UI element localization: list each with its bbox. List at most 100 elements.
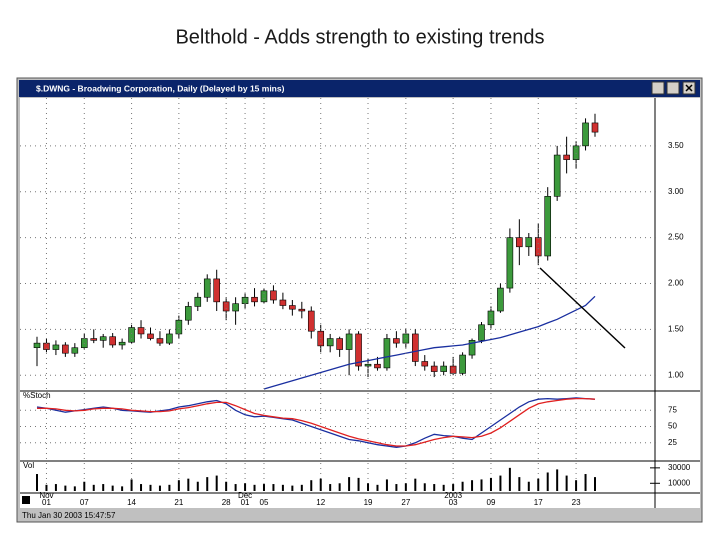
- volume-bar: [319, 478, 322, 491]
- candle-body: [563, 154, 570, 160]
- volume-bar: [168, 484, 171, 491]
- candle-body: [345, 333, 353, 350]
- candle-body: [279, 299, 287, 306]
- x-tick-label: 19: [364, 498, 373, 507]
- volume-bar: [565, 475, 568, 491]
- volume-bar: [158, 485, 161, 491]
- x-tick-label: 05: [260, 498, 269, 507]
- candle-body: [137, 327, 145, 335]
- candle-body: [553, 154, 561, 197]
- stoch-line: [36, 397, 596, 448]
- close-icon: [685, 84, 693, 92]
- volume-bar: [471, 480, 474, 491]
- x-tick-label: 17: [534, 498, 543, 507]
- candle-body: [99, 336, 107, 341]
- scroll-button[interactable]: [22, 496, 30, 504]
- candle-body: [544, 196, 552, 257]
- volume-bar: [45, 484, 48, 491]
- candle-body: [393, 338, 400, 344]
- y-tick-label: 3.50: [668, 141, 684, 150]
- panel-label: Vol: [23, 461, 34, 470]
- candle-body: [194, 296, 202, 307]
- candle-body: [307, 310, 315, 332]
- volume-bar: [489, 477, 492, 491]
- footer-timestamp: Thu Jan 30 2003 15:47:57: [22, 511, 116, 520]
- candle-body: [478, 324, 485, 341]
- x-tick-label: 07: [80, 498, 89, 507]
- candle-body: [459, 354, 466, 374]
- volume-bar: [376, 484, 379, 491]
- candle-body: [232, 303, 239, 312]
- x-tick-label: 14: [127, 498, 136, 507]
- y-tick-label: 50: [668, 422, 677, 431]
- volume-bar: [121, 486, 124, 491]
- volume-bar: [584, 474, 587, 491]
- volume-bar: [461, 481, 464, 491]
- volume-bar: [367, 483, 370, 491]
- candle-body: [383, 338, 391, 369]
- volume-bar: [281, 484, 284, 491]
- volume-bar: [518, 477, 521, 491]
- candle-body: [213, 278, 220, 303]
- volume-bar: [206, 477, 209, 491]
- volume-bar: [36, 474, 38, 491]
- candle-body: [412, 333, 419, 362]
- candle-body: [525, 237, 533, 248]
- candle-body: [166, 333, 173, 344]
- volume-bar: [310, 480, 313, 491]
- candle-body: [222, 301, 230, 312]
- window-title: $.DWNG - Broadwing Corporation, Daily (D…: [36, 83, 285, 93]
- volume-bar: [452, 484, 455, 491]
- volume-bar: [537, 478, 540, 491]
- x-tick-label: 21: [174, 498, 183, 507]
- period-label: 2003: [444, 491, 462, 500]
- candle-body: [175, 319, 183, 335]
- volume-bar: [385, 479, 388, 491]
- volume-bar: [442, 484, 445, 491]
- volume-bar: [234, 484, 237, 491]
- volume-bar: [404, 483, 407, 491]
- candle-body: [109, 336, 116, 346]
- candle-body: [572, 145, 580, 160]
- candle-body: [374, 363, 381, 369]
- candle-body: [298, 308, 306, 312]
- y-tick-label: 3.00: [668, 187, 684, 196]
- y-tick-label: 1.50: [668, 324, 684, 333]
- candle-body: [497, 287, 504, 312]
- candle-body: [203, 278, 211, 298]
- volume-bar: [92, 484, 95, 491]
- candle-body: [487, 310, 495, 326]
- volume-bar: [177, 480, 180, 491]
- volume-bar: [338, 483, 341, 491]
- volume-bar: [575, 480, 578, 491]
- y-tick-label: 2.00: [668, 279, 684, 288]
- candle-body: [364, 363, 372, 367]
- candle-body: [289, 305, 296, 310]
- y-tick-label: 25: [668, 438, 677, 447]
- maximize-button[interactable]: [666, 81, 680, 95]
- volume-bar: [414, 478, 417, 491]
- candle-body: [118, 341, 126, 346]
- x-tick-label: 28: [222, 498, 231, 507]
- candle-body: [71, 347, 79, 354]
- minimize-button[interactable]: [651, 81, 665, 95]
- candle-body: [516, 237, 523, 248]
- volume-bar: [527, 481, 530, 491]
- candle-body: [251, 296, 258, 303]
- candle-body: [326, 338, 334, 347]
- volume-bar: [272, 484, 275, 491]
- slide-title: Belthold - Adds strength to existing tre…: [175, 26, 544, 48]
- candle-body: [449, 365, 457, 374]
- volume-bar: [253, 484, 256, 491]
- volume-bar: [499, 475, 502, 491]
- candle-body: [591, 122, 599, 133]
- period-label: Nov: [39, 491, 53, 500]
- candle-body: [468, 340, 476, 356]
- volume-bar: [73, 486, 76, 491]
- volume-bar: [140, 484, 143, 491]
- candle-body: [62, 344, 69, 354]
- candle-body: [355, 333, 362, 367]
- title-bar: [19, 80, 700, 97]
- volume-bar: [225, 481, 228, 491]
